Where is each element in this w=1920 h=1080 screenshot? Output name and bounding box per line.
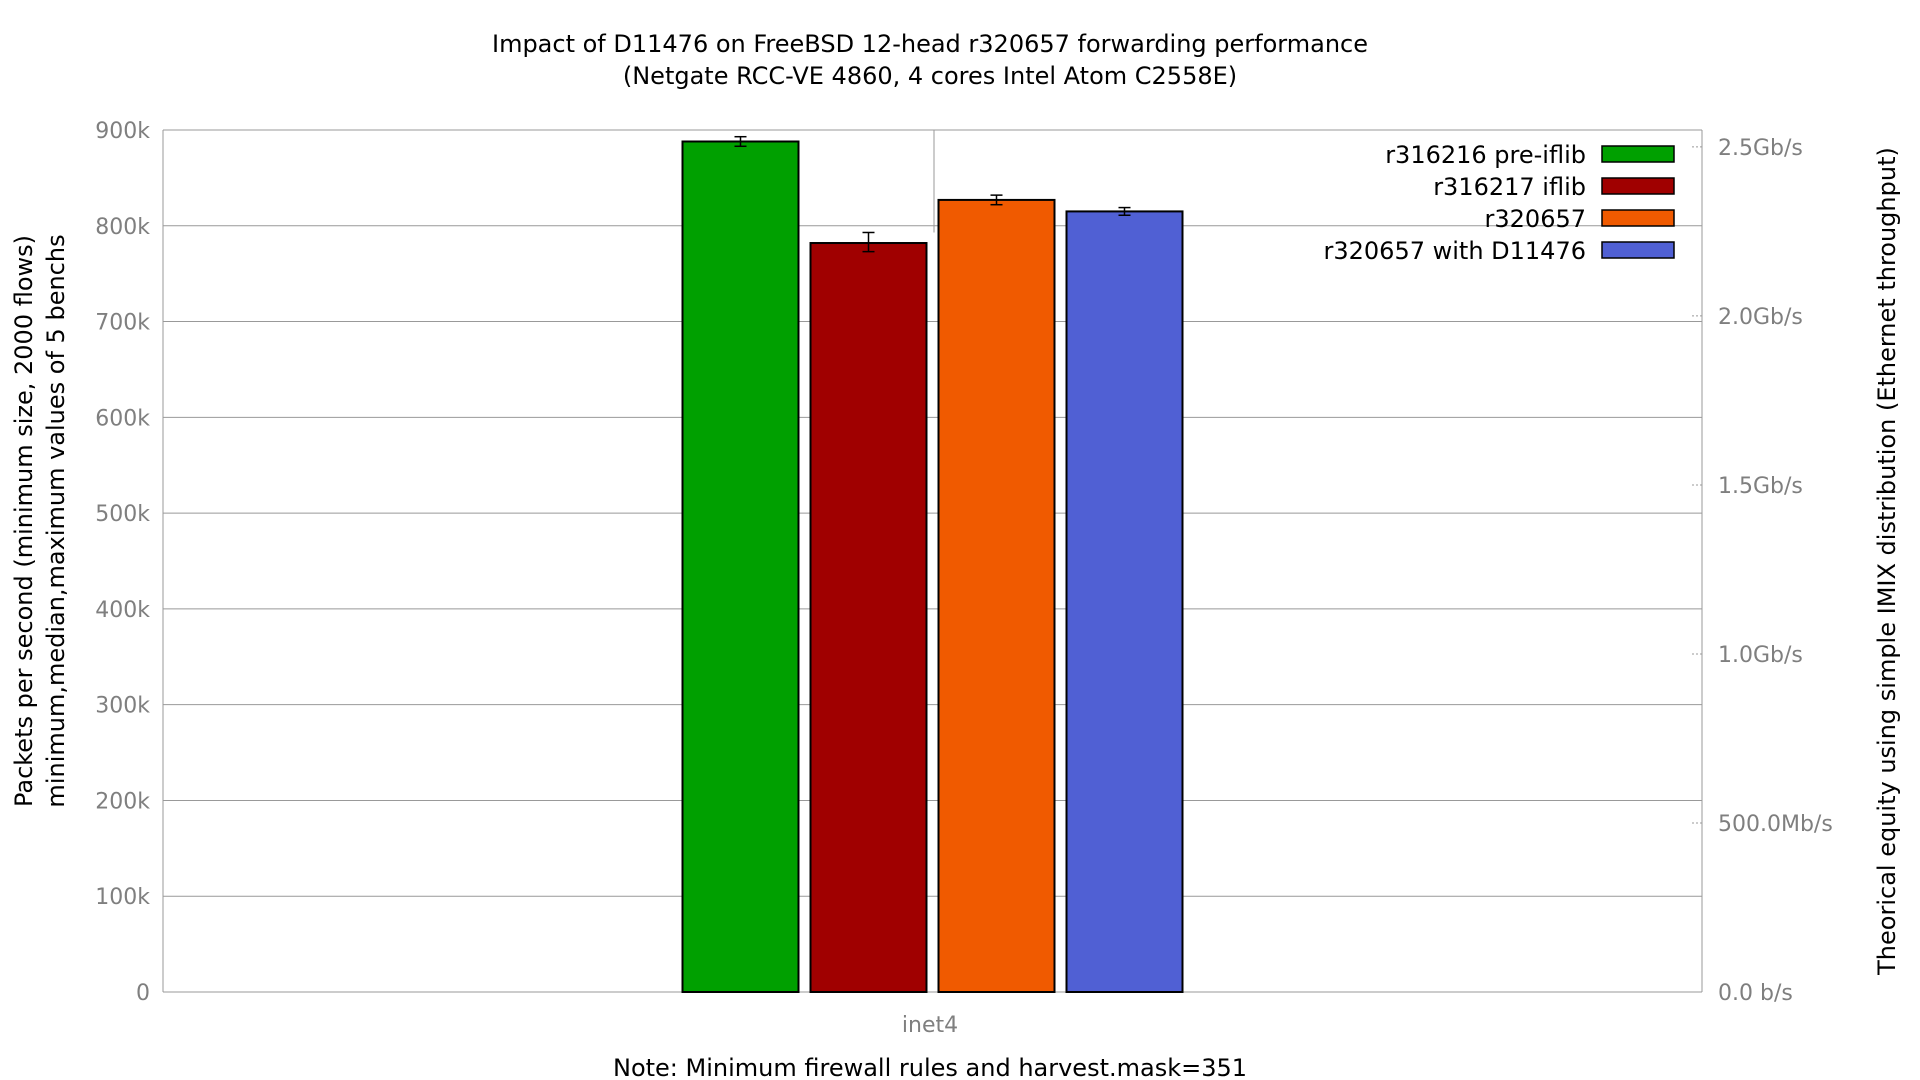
chart-title: Impact of D11476 on FreeBSD 12-head r320…: [492, 30, 1368, 58]
bar: [937, 198, 1056, 993]
y2-tick-label: 500.0Mb/s: [1718, 812, 1833, 837]
y-tick-label: 600k: [95, 406, 150, 431]
bar: [1065, 210, 1184, 993]
x-tick-label: inet4: [902, 1013, 958, 1038]
y-axis-title-line2: minimum,median,maximum values of 5 bench…: [42, 234, 70, 807]
legend-swatch: [1601, 177, 1675, 195]
y-tick-label: 800k: [95, 215, 150, 240]
legend-swatch: [1601, 209, 1675, 227]
bars: [681, 135, 1184, 994]
y-tick-label: 200k: [95, 789, 150, 814]
secondary-y-axis: 0.0 b/s 500.0Mb/s 1.0Gb/s 1.5Gb/s 2.0Gb/s 2.5…: [1692, 136, 1833, 1006]
legend-label: r320657 with D11476: [1324, 237, 1587, 265]
y2-tick-label: 1.5Gb/s: [1718, 474, 1803, 499]
y2-tick-label: 2.0Gb/s: [1718, 305, 1803, 330]
y-tick-label: 900k: [95, 119, 150, 144]
legend-label: r316216 pre-iflib: [1385, 141, 1586, 169]
y-tick-label: 500k: [95, 502, 150, 527]
y-tick-label: 100k: [95, 885, 150, 910]
chart-subtitle: (Netgate RCC-VE 4860, 4 cores Intel Atom…: [623, 62, 1237, 90]
legend-label: r320657: [1485, 205, 1586, 233]
y-tick-label: 400k: [95, 598, 150, 623]
legend-swatch: [1601, 241, 1675, 259]
legend: r316216 pre-iflib r316217 iflib r320657 r32…: [1324, 141, 1675, 265]
y-tick-label: 700k: [95, 311, 150, 336]
y2-tick-label: 2.5Gb/s: [1718, 136, 1803, 161]
chart-note: Note: Minimum firewall rules and harvest…: [613, 1054, 1247, 1080]
y-tick-label: 300k: [95, 694, 150, 719]
grid-lines: [162, 129, 1703, 993]
y-axis-title-line1: Packets per second (minimum size, 2000 f…: [10, 235, 38, 807]
bar: [681, 140, 800, 993]
primary-y-axis: 0 100k 200k 300k 400k 500k 600k 700k 800k 900k: [95, 119, 150, 1006]
bar: [809, 242, 928, 994]
y2-tick-label: 1.0Gb/s: [1718, 643, 1803, 668]
y-tick-label: 0: [136, 981, 150, 1006]
y2-axis-title: Theorical equity using simple IMIX distr…: [1873, 147, 1901, 976]
y2-tick-label: 0.0 b/s: [1718, 981, 1793, 1006]
legend-label: r316217 iflib: [1433, 173, 1586, 201]
legend-swatch: [1601, 145, 1675, 163]
